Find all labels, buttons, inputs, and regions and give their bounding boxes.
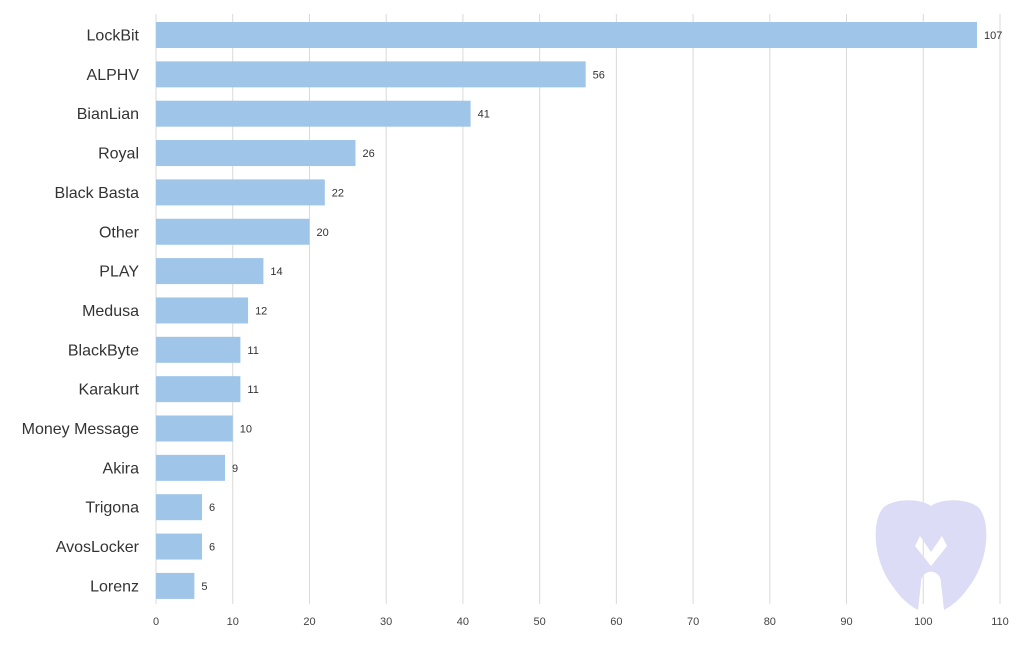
bars <box>156 22 977 599</box>
category-label: ALPHV <box>87 67 140 84</box>
x-tick-label: 20 <box>303 616 315 628</box>
labels: 0 10 20 30 40 50 60 70 80 90 100 110 LockBit 107 ALPHV… <box>22 28 1009 629</box>
bar <box>156 533 203 560</box>
x-tick-label: 50 <box>534 616 546 628</box>
x-tick-label: 80 <box>764 616 776 628</box>
x-tick-label: 0 <box>153 616 159 628</box>
data-label: 26 <box>362 148 374 160</box>
bar <box>156 179 325 206</box>
bar <box>156 218 310 245</box>
bar <box>156 61 586 88</box>
bar <box>156 336 241 363</box>
category-label: Lorenz <box>90 578 139 595</box>
data-label: 9 <box>232 463 238 475</box>
data-label: 107 <box>984 30 1002 42</box>
category-label: Akira <box>103 460 140 477</box>
x-tick-label: 110 <box>991 616 1009 628</box>
data-label: 11 <box>247 345 258 357</box>
x-tick-label: 90 <box>840 616 852 628</box>
bar <box>156 454 226 481</box>
x-tick-label: 70 <box>687 616 699 628</box>
category-label: Black Basta <box>55 185 140 202</box>
category-label: BlackByte <box>68 342 139 359</box>
category-label: Medusa <box>82 303 139 320</box>
data-label: 20 <box>316 227 328 239</box>
category-label: Karakurt <box>79 382 140 399</box>
bar <box>156 572 195 599</box>
category-label: LockBit <box>87 28 140 45</box>
category-label: BianLian <box>77 106 139 123</box>
data-label: 12 <box>255 305 267 317</box>
bar <box>156 415 233 442</box>
data-label: 10 <box>240 424 252 436</box>
category-label: Trigona <box>85 500 139 517</box>
x-tick-label: 10 <box>227 616 239 628</box>
data-label: 5 <box>201 581 207 593</box>
bar <box>156 140 356 167</box>
malwarebytes-logo-icon <box>875 500 987 610</box>
data-label: 41 <box>478 109 490 121</box>
x-tick-label: 100 <box>914 616 932 628</box>
data-label: 6 <box>209 502 215 514</box>
x-tick-label: 30 <box>380 616 392 628</box>
bar <box>156 376 241 403</box>
x-tick-label: 60 <box>610 616 622 628</box>
data-label: 11 <box>247 384 258 396</box>
data-label: 56 <box>593 69 605 81</box>
category-label: Other <box>99 224 140 241</box>
x-tick-label: 40 <box>457 616 469 628</box>
category-label: AvosLocker <box>56 539 140 556</box>
bar <box>156 258 264 285</box>
bar <box>156 494 203 521</box>
category-label: PLAY <box>99 264 139 281</box>
category-label: Royal <box>98 146 139 163</box>
bar <box>156 22 977 48</box>
bar <box>156 100 471 127</box>
bar <box>156 297 249 324</box>
data-label: 22 <box>332 187 344 199</box>
category-label: Money Message <box>22 421 139 438</box>
data-label: 6 <box>209 542 215 554</box>
data-label: 14 <box>270 266 282 278</box>
